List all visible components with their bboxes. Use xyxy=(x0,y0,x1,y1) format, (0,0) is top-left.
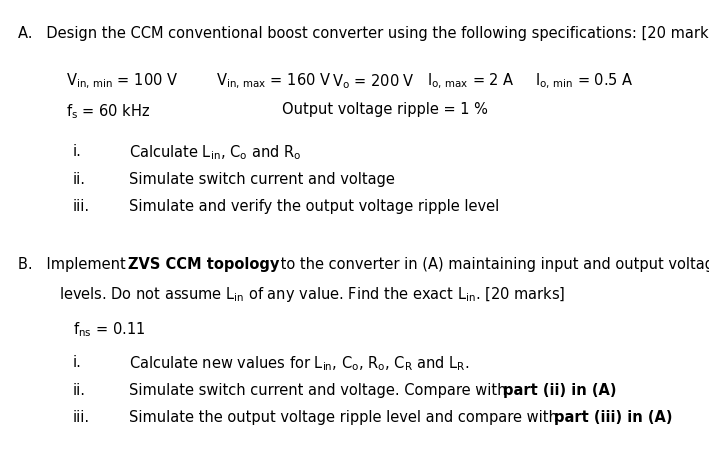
Text: iii.: iii. xyxy=(73,411,90,425)
Text: $\mathregular{f_{ns}}$ = 0.11: $\mathregular{f_{ns}}$ = 0.11 xyxy=(73,320,145,339)
Text: ii.: ii. xyxy=(73,172,86,187)
Text: Output voltage ripple = 1 %: Output voltage ripple = 1 % xyxy=(281,102,487,117)
Text: i.: i. xyxy=(73,355,82,370)
Text: to the converter in (A) maintaining input and output voltage: to the converter in (A) maintaining inpu… xyxy=(276,257,709,272)
Text: i.: i. xyxy=(73,144,82,159)
Text: $\mathregular{f_s}$ = 60 kHz: $\mathregular{f_s}$ = 60 kHz xyxy=(66,102,150,121)
Text: ZVS CCM topology: ZVS CCM topology xyxy=(128,257,279,272)
Text: $\mathregular{V_{in,\,min}}$ = 100 V: $\mathregular{V_{in,\,min}}$ = 100 V xyxy=(66,72,179,91)
Text: ii.: ii. xyxy=(73,383,86,397)
Text: Calculate $\mathregular{L_{in}}$, $\mathregular{C_o}$ and $\mathregular{R_o}$: Calculate $\mathregular{L_{in}}$, $\math… xyxy=(128,144,301,163)
Text: part (iii) in (A): part (iii) in (A) xyxy=(554,411,672,425)
Text: Simulate switch current and voltage. Compare with: Simulate switch current and voltage. Com… xyxy=(128,383,510,397)
Text: $\mathregular{V_o}$ = 200 V: $\mathregular{V_o}$ = 200 V xyxy=(333,72,415,91)
Text: B.   Implement: B. Implement xyxy=(18,257,130,272)
Text: A.   Design the CCM conventional boost converter using the following specificati: A. Design the CCM conventional boost con… xyxy=(18,26,709,41)
Text: $\mathregular{V_{in,\,max}}$ = 160 V: $\mathregular{V_{in,\,max}}$ = 160 V xyxy=(216,72,330,91)
Text: part (ii) in (A): part (ii) in (A) xyxy=(503,383,617,397)
Text: Simulate the output voltage ripple level and compare with: Simulate the output voltage ripple level… xyxy=(128,411,562,425)
Text: Simulate and verify the output voltage ripple level: Simulate and verify the output voltage r… xyxy=(128,200,499,214)
Text: $\mathregular{I_{o,\,min}}$ = 0.5 A: $\mathregular{I_{o,\,min}}$ = 0.5 A xyxy=(535,72,634,91)
Text: iii.: iii. xyxy=(73,200,90,214)
Text: Calculate new values for $\mathregular{L_{in}}$, $\mathregular{C_o}$, $\mathregu: Calculate new values for $\mathregular{L… xyxy=(128,355,469,373)
Text: Simulate switch current and voltage: Simulate switch current and voltage xyxy=(128,172,394,187)
Text: $\mathregular{I_{o,\,max}}$ = 2 A: $\mathregular{I_{o,\,max}}$ = 2 A xyxy=(428,72,515,91)
Text: levels. Do not assume $\mathregular{L_{in}}$ of any value. Find the exact $\math: levels. Do not assume $\mathregular{L_{i… xyxy=(59,285,566,304)
